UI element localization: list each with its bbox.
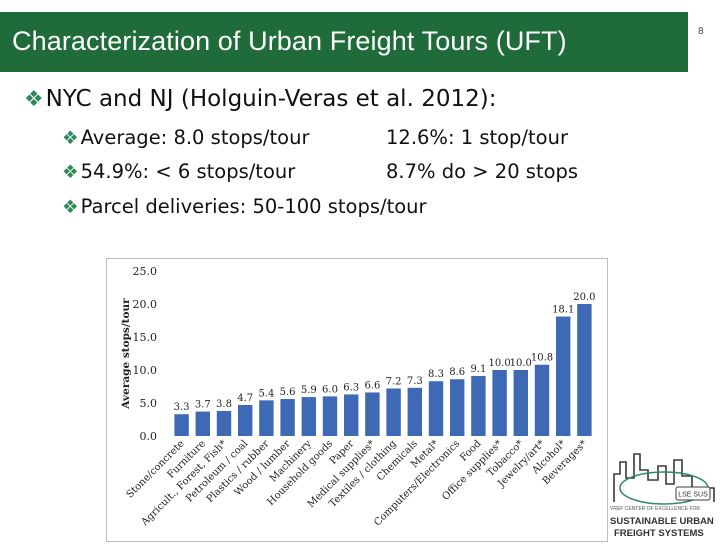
- data-label: 18.1: [552, 305, 574, 316]
- y-tick-label: 10.0: [133, 364, 158, 377]
- data-label: 3.3: [174, 402, 190, 413]
- bar: [555, 316, 571, 436]
- bar: [428, 381, 444, 436]
- bar: [280, 399, 295, 436]
- diamond-bullet-icon: ❖: [62, 162, 79, 183]
- vref-logo: LSE SUS VREF CENTER OF EXCELLENCE FOR SU…: [608, 444, 720, 540]
- data-label: 5.9: [301, 385, 317, 396]
- logo-line-2: SUSTAINABLE URBAN: [610, 516, 714, 527]
- data-label: 3.7: [195, 400, 211, 411]
- bullet-1-left-text: Average: 8.0 stops/tour: [80, 126, 310, 149]
- y-tick-label: 5.0: [140, 397, 158, 410]
- data-label: 10.8: [531, 353, 553, 364]
- bar: [237, 404, 253, 436]
- data-label: 10.0: [510, 358, 532, 369]
- logo-badge-text: LSE SUS: [678, 492, 708, 499]
- bullet-1-left: ❖ Average: 8.0 stops/tour: [62, 126, 309, 149]
- bar: [365, 392, 380, 436]
- city-skyline-icon: LSE SUS: [613, 453, 715, 505]
- data-label: 6.6: [364, 380, 380, 391]
- bar-chart: 0.0 5.0 10.0 15.0 20.0 25.0 Average stops/tour…: [120, 265, 596, 529]
- y-tick-label: 25.0: [133, 265, 158, 278]
- bar: [492, 370, 507, 436]
- bullet-2-left-text: 54.9%: < 6 stops/tour: [80, 160, 296, 183]
- y-tick-label: 0.0: [140, 430, 158, 443]
- data-label: 5.6: [280, 387, 296, 398]
- data-label: 6.0: [322, 384, 338, 395]
- bar: [407, 387, 423, 436]
- data-label: 8.6: [449, 367, 465, 378]
- bar: [343, 394, 359, 436]
- data-label: 7.3: [407, 376, 423, 387]
- bar: [174, 414, 189, 436]
- diamond-bullet-icon: ❖: [62, 197, 79, 218]
- y-tick-label: 20.0: [133, 298, 158, 311]
- data-label: 10.0: [488, 358, 510, 369]
- category-label: Agricult., Forest, Fish*: [139, 438, 229, 528]
- diamond-bullet-icon: ❖: [62, 128, 79, 149]
- title-bar: Characterization of Urban Freight Tours …: [0, 12, 688, 72]
- bar: [449, 379, 465, 436]
- bar: [577, 304, 592, 436]
- bar: [301, 397, 317, 436]
- bar: [534, 364, 550, 436]
- bar-chart-container: 0.0 5.0 10.0 15.0 20.0 25.0 Average stops/tour…: [106, 258, 608, 542]
- bullet-3-left-text: Parcel deliveries: 50-100 stops/tour: [80, 195, 427, 218]
- bar: [386, 388, 401, 436]
- data-label: 20.0: [573, 292, 595, 303]
- bar: [259, 400, 274, 436]
- data-label: 5.4: [258, 388, 274, 399]
- slide-title: Characterization of Urban Freight Tours …: [12, 26, 567, 56]
- logo-line-1: VREF CENTER OF EXCELLENCE FOR: [610, 506, 701, 512]
- bar: [471, 375, 486, 436]
- bar: [195, 411, 211, 436]
- bullet-1-right: 12.6%: 1 stop/tour: [386, 126, 568, 149]
- bullet-3-left: ❖ Parcel deliveries: 50-100 stops/tour: [62, 195, 427, 218]
- bar: [513, 370, 529, 436]
- data-label: 7.2: [386, 376, 402, 387]
- y-axis-title: Average stops/tour: [120, 298, 132, 410]
- bullet-main: ❖NYC and NJ (Holguin-Veras et al. 2012):: [24, 86, 496, 112]
- diamond-bullet-icon: ❖: [24, 87, 44, 112]
- bar: [322, 396, 338, 436]
- data-label: 4.7: [237, 393, 253, 404]
- bullet-2-left: ❖ 54.9%: < 6 stops/tour: [62, 160, 295, 183]
- y-tick-label: 15.0: [133, 331, 158, 344]
- data-label: 6.3: [343, 382, 359, 393]
- bullet-2-right: 8.7% do > 20 stops: [386, 160, 579, 183]
- data-label: 9.1: [470, 364, 486, 375]
- logo-line-3: FREIGHT SYSTEMS: [614, 528, 704, 539]
- bar: [216, 410, 232, 436]
- data-label: 3.8: [216, 399, 232, 410]
- bullet-main-text: NYC and NJ (Holguin-Veras et al. 2012):: [45, 86, 497, 112]
- page-number: 8: [698, 26, 704, 37]
- data-label: 8.3: [428, 369, 444, 380]
